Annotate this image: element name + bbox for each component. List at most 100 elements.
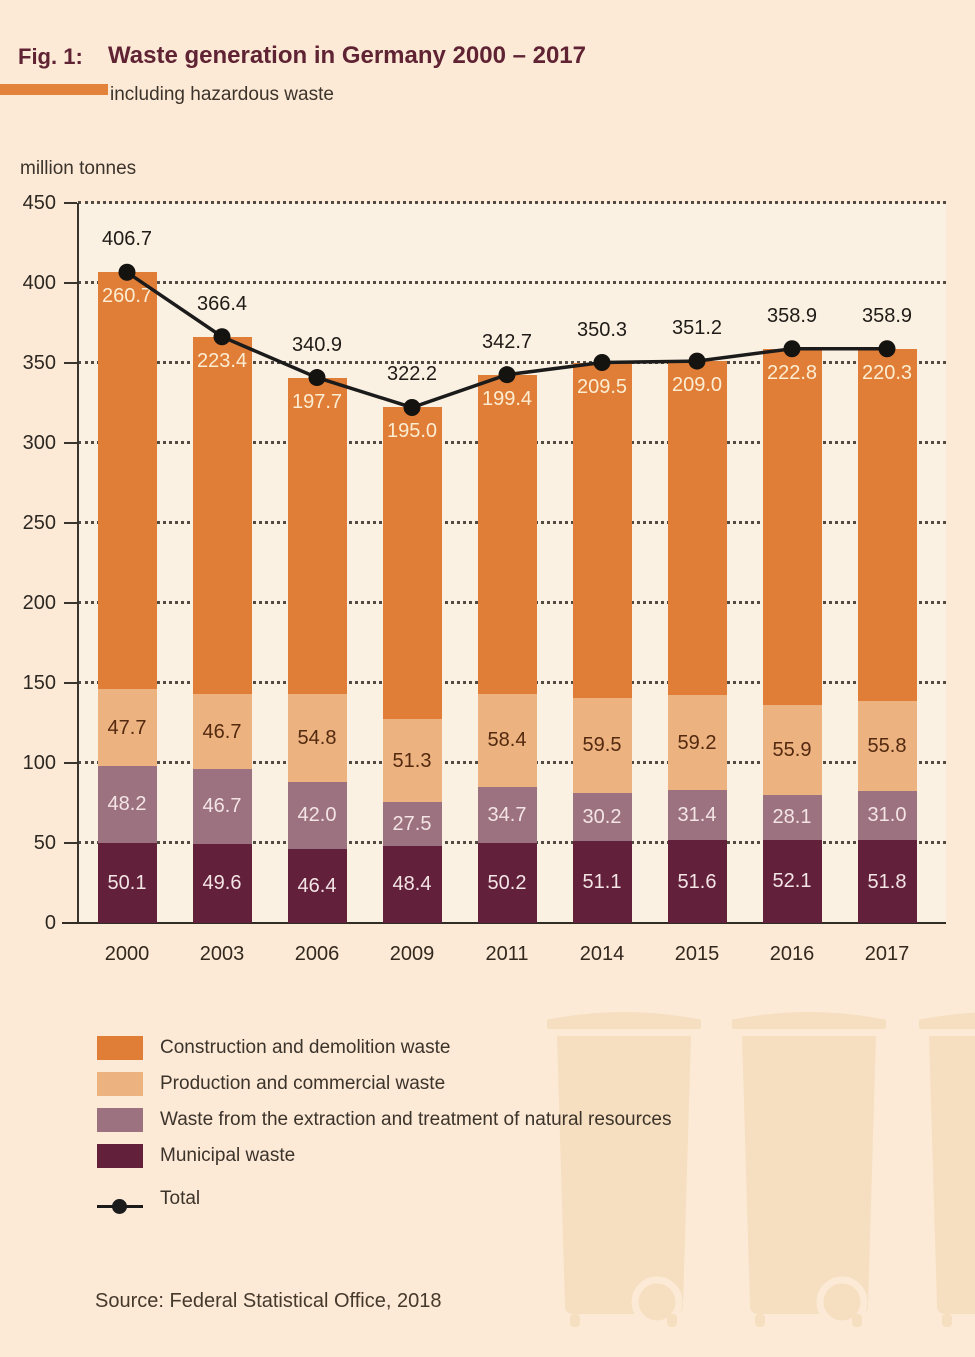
total-value-label: 322.2 [386, 363, 438, 386]
trash-bin-icon [732, 1012, 886, 1327]
legend-swatch [97, 1144, 143, 1168]
bar-value-label: 52.1 [772, 870, 812, 893]
x-tick-label: 2011 [485, 943, 529, 965]
y-tick-label: 250 [22, 512, 56, 534]
bar-value-label: 55.9 [772, 738, 812, 761]
y-axis-tick [64, 602, 77, 604]
bar-value-label: 209.5 [576, 375, 628, 398]
x-tick-label: 2016 [769, 943, 815, 965]
total-point [783, 340, 801, 358]
legend-label: Construction and demolition waste [160, 1037, 451, 1058]
total-line-marker-icon [97, 1194, 143, 1218]
bar-segment [382, 801, 442, 846]
legend-label: Total [160, 1188, 201, 1209]
source-note: Source: Federal Statistical Office, 2018 [95, 1290, 442, 1312]
bar-segment [762, 348, 822, 706]
bar-value-label: 47.7 [107, 716, 147, 739]
bar-value-label: 197.7 [291, 390, 343, 413]
total-value-label: 342.7 [481, 330, 533, 353]
bar-segment [857, 701, 917, 791]
total-point [403, 398, 421, 416]
bar-value-label: 209.0 [671, 374, 723, 397]
bar-segment [97, 842, 157, 923]
bar-segment [857, 840, 917, 923]
y-tick-label: 0 [44, 912, 56, 934]
y-axis-tick [64, 522, 77, 524]
legend-label: Production and commercial waste [160, 1073, 446, 1094]
bar-value-label: 48.4 [392, 873, 432, 896]
legend-swatch [97, 1036, 143, 1060]
bar-value-label: 223.4 [196, 349, 248, 372]
bar-segment [572, 697, 632, 793]
bar-value-label: 222.8 [766, 361, 818, 384]
gridline [78, 201, 946, 204]
bar-segment [857, 790, 917, 841]
bar-segment [97, 689, 157, 766]
figure-subtitle: including hazardous waste [110, 84, 334, 105]
total-value-label: 406.7 [101, 228, 153, 251]
bar-segment [97, 765, 157, 843]
gridline [78, 361, 946, 364]
bar-segment [192, 843, 252, 923]
y-tick-label: 400 [22, 272, 56, 294]
x-tick-label: 2003 [199, 943, 245, 965]
bar-value-label: 31.0 [867, 804, 907, 827]
y-axis-unit-label: million tonnes [20, 158, 137, 179]
y-axis-tick [64, 842, 77, 844]
bar-value-label: 31.4 [677, 804, 717, 827]
bar-segment [192, 336, 252, 695]
bar-segment [192, 694, 252, 769]
x-tick-label: 2015 [674, 943, 720, 965]
bar-value-label: 59.5 [582, 734, 622, 757]
y-axis-line [77, 203, 79, 923]
bar-value-label: 46.4 [297, 874, 337, 897]
bar-segment [857, 348, 917, 702]
bar-value-label: 51.8 [867, 870, 907, 893]
total-value-label: 358.9 [766, 304, 818, 327]
y-axis-tick [64, 442, 77, 444]
total-point [688, 352, 706, 370]
bar-segment [192, 768, 252, 844]
total-value-label: 350.3 [576, 318, 628, 341]
bar-segment [287, 781, 347, 849]
bar-value-label: 42.0 [297, 804, 337, 827]
bar-value-label: 55.8 [867, 734, 907, 757]
legend-item: Construction and demolition waste [97, 1036, 671, 1060]
y-tick-label: 50 [33, 832, 56, 854]
bar-value-label: 34.7 [487, 803, 527, 826]
bar-segment [572, 362, 632, 698]
bar-value-label: 59.2 [677, 731, 717, 754]
y-tick-label: 350 [22, 352, 56, 374]
gridline [78, 281, 946, 284]
total-point [308, 369, 326, 387]
figure-number: Fig. 1: [18, 44, 83, 69]
bar-value-label: 260.7 [101, 285, 153, 308]
x-tick-label: 2006 [294, 943, 340, 965]
y-tick-label: 300 [22, 432, 56, 454]
total-point [213, 328, 231, 346]
bar-segment [97, 272, 157, 690]
y-axis-tick [64, 762, 77, 764]
bar-segment [667, 790, 727, 841]
total-point [593, 354, 611, 372]
total-line-overlay [118, 263, 896, 416]
legend-swatch [97, 1108, 143, 1132]
bar-value-label: 50.1 [107, 871, 147, 894]
total-value-label: 351.2 [671, 317, 723, 340]
bar-segment [382, 407, 442, 720]
bar-segment [477, 374, 537, 694]
bar-segment [382, 719, 442, 802]
legend-item: Total [97, 1180, 671, 1218]
chart-legend: Construction and demolition waste Product… [97, 1036, 671, 1230]
waste-generation-chart: 0 50 100 150 200 250 300 350 400 450 50.1 48.2 47.7 2… [0, 192, 975, 1003]
bar-segment [382, 845, 442, 923]
y-axis-tick [64, 282, 77, 284]
figure-title: Waste generation in Germany 2000 – 2017 [108, 42, 586, 69]
total-value-label: 340.9 [291, 333, 343, 356]
total-value-label: 358.9 [861, 304, 913, 327]
x-axis-line [62, 922, 946, 924]
bar-value-label: 199.4 [481, 387, 533, 410]
total-point [878, 340, 896, 358]
bar-segment [572, 841, 632, 923]
